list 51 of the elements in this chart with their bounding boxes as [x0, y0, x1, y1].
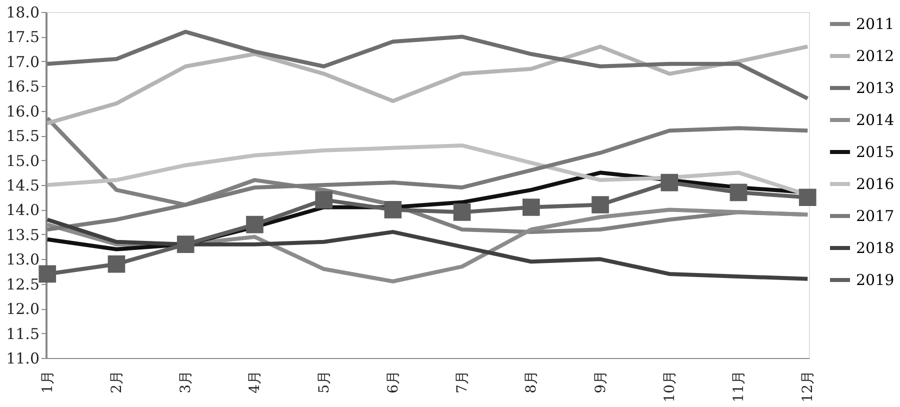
y-tick-label: 15.5	[6, 127, 40, 146]
y-tick-label: 16.5	[6, 78, 40, 96]
y-tick-label: 13.0	[6, 250, 40, 269]
legend-label: 2017	[856, 207, 894, 225]
y-tick-label: 17.0	[6, 52, 40, 71]
legend-label: 2018	[856, 239, 894, 257]
x-tick-label: 5月	[316, 370, 332, 394]
x-tick-label: 12月	[800, 370, 816, 402]
x-tick-label: 11月	[731, 370, 748, 402]
point	[38, 265, 56, 283]
point	[176, 236, 194, 253]
point	[108, 255, 126, 273]
x-tick-label: 1月	[40, 370, 56, 394]
point	[798, 188, 816, 206]
legend-label: 2011	[856, 15, 894, 33]
legend-label: 2014	[856, 111, 894, 129]
x-tick-label: 2月	[108, 370, 125, 394]
point	[246, 216, 264, 234]
y-tick-label: 11.5	[6, 324, 40, 343]
line-series	[45, 30, 810, 100]
point	[453, 204, 471, 221]
line-series	[45, 218, 810, 281]
legend-label: 2012	[856, 47, 894, 65]
line-series	[45, 44, 810, 126]
x-tick-label: 10月	[662, 370, 678, 402]
y-tick-label: 15.0	[6, 152, 40, 170]
legend-label: 2019	[856, 271, 894, 289]
y-tick-label: 14.0	[6, 201, 40, 220]
y-tick-label: 18.0	[6, 4, 40, 22]
point	[592, 196, 609, 214]
x-tick-label: 9月	[592, 370, 609, 394]
point	[730, 184, 748, 202]
y-tick-label: 17.5	[6, 28, 40, 46]
point	[384, 201, 402, 218]
y-tick-label: 13.5	[6, 226, 40, 244]
y-tick-label: 14.5	[6, 176, 40, 194]
y-tick-label: 16.0	[6, 102, 40, 120]
x-tick-label: 4月	[247, 370, 264, 394]
point	[315, 191, 332, 208]
point	[660, 174, 678, 192]
x-tick-label: 8月	[524, 370, 540, 394]
x-tick-label: 6月	[385, 370, 402, 394]
legend-label: 2015	[856, 143, 894, 161]
legend-label: 2016	[856, 175, 894, 193]
x-tick-label: 3月	[178, 370, 194, 394]
point	[522, 198, 540, 216]
x-tick-label: 7月	[454, 370, 471, 394]
y-tick-label: 12.5	[6, 275, 40, 294]
y-tick-label: 11.0	[6, 350, 40, 368]
y-tick-label: 12.0	[6, 300, 40, 318]
legend-label: 2013	[856, 79, 894, 97]
